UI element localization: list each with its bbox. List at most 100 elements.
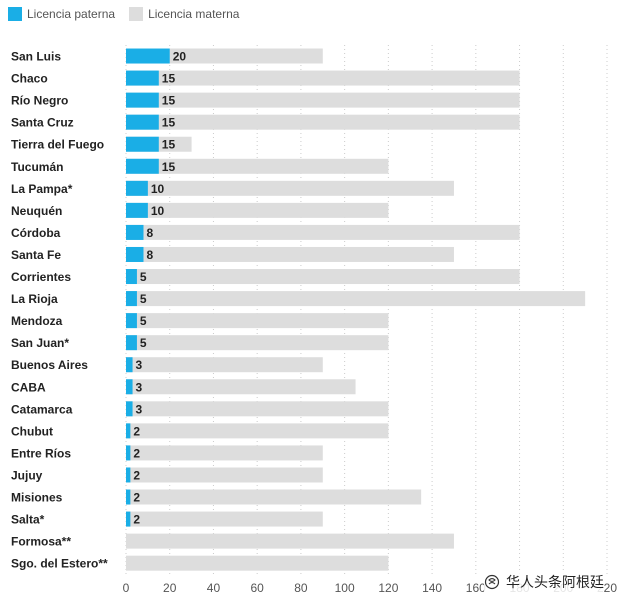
bar-materna (126, 489, 422, 505)
category-label: San Luis (11, 50, 61, 64)
bar-materna (126, 269, 520, 285)
bar-materna (126, 357, 323, 373)
value-label: 15 (162, 116, 176, 130)
category-label: Córdoba (11, 226, 61, 240)
bar-paterna (126, 70, 159, 86)
bar-materna (126, 555, 389, 571)
x-tick-label: 80 (294, 581, 308, 595)
x-tick-label: 40 (207, 581, 221, 595)
category-label: Entre Ríos (11, 446, 71, 460)
value-label: 15 (162, 160, 176, 174)
bar-materna (126, 180, 454, 196)
value-label: 2 (133, 446, 140, 460)
value-label: 2 (133, 424, 140, 438)
bar-materna (126, 511, 323, 527)
value-label: 10 (151, 204, 165, 218)
bar-paterna (126, 401, 133, 417)
bar-paterna (126, 379, 133, 395)
value-label: 3 (136, 402, 143, 416)
bar-materna (126, 467, 323, 483)
bar-paterna (126, 445, 131, 461)
bar-materna (126, 291, 586, 307)
x-tick-label: 60 (251, 581, 265, 595)
bar-paterna (126, 114, 159, 130)
x-tick-label: 100 (335, 581, 355, 595)
value-label: 15 (162, 72, 176, 86)
bar-paterna (126, 335, 137, 351)
scroll-icon (484, 574, 500, 590)
legend-label-paterna: Licencia paterna (27, 7, 116, 21)
bar-materna (126, 401, 389, 417)
category-label: Santa Fe (11, 248, 61, 262)
value-label: 10 (151, 182, 165, 196)
category-label: Tucumán (11, 160, 63, 174)
bar-materna (126, 48, 323, 64)
category-label: Formosa** (11, 535, 71, 549)
bar-paterna (126, 269, 137, 285)
bar-paterna (126, 224, 144, 240)
value-label: 2 (133, 491, 140, 505)
bar-paterna (126, 246, 144, 262)
bar-paterna (126, 423, 131, 439)
bar-materna (126, 313, 389, 329)
bar-materna (126, 423, 389, 439)
category-label: Santa Cruz (11, 116, 74, 130)
bar-materna (126, 246, 454, 262)
bar-materna (126, 445, 323, 461)
category-label: Jujuy (11, 468, 43, 482)
bar-paterna (126, 467, 131, 483)
bar-materna (126, 70, 520, 86)
bar-paterna (126, 313, 137, 329)
chart-legend: Licencia paterna Licencia materna (8, 7, 253, 21)
category-label: Mendoza (11, 314, 63, 328)
value-label: 5 (140, 336, 147, 350)
category-label: Corrientes (11, 270, 71, 284)
bar-materna (126, 92, 520, 108)
bar-paterna (126, 357, 133, 373)
x-tick-label: 120 (378, 581, 398, 595)
bar-paterna (126, 92, 159, 108)
value-label: 8 (146, 248, 153, 262)
value-label: 5 (140, 314, 147, 328)
bar-paterna (126, 511, 131, 527)
category-label: Buenos Aires (11, 358, 88, 372)
category-label: Chaco (11, 72, 48, 86)
category-label: CABA (11, 380, 46, 394)
category-label: La Rioja (11, 292, 58, 306)
bar-materna (126, 114, 520, 130)
value-label: 5 (140, 292, 147, 306)
bar-paterna (126, 291, 137, 307)
category-label: Tierra del Fuego (11, 138, 104, 152)
category-label: Río Negro (11, 94, 68, 108)
value-label: 8 (146, 226, 153, 240)
category-label: Neuquén (11, 204, 62, 218)
bar-paterna (126, 489, 131, 505)
bar-paterna (126, 158, 159, 174)
bar-paterna (126, 136, 159, 152)
legend-item-materna[interactable]: Licencia materna (129, 7, 239, 21)
value-label: 15 (162, 138, 176, 152)
legend-swatch-paterna (8, 7, 22, 21)
category-label: Catamarca (11, 402, 73, 416)
bar-materna (126, 533, 454, 549)
bar-materna (126, 379, 356, 395)
x-tick-label: 20 (163, 581, 177, 595)
bar-paterna (126, 48, 170, 64)
x-tick-label: 160 (466, 581, 486, 595)
value-label: 20 (173, 50, 187, 64)
value-label: 5 (140, 270, 147, 284)
value-label: 2 (133, 468, 140, 482)
category-label: Sgo. del Estero** (11, 557, 108, 571)
bar-materna (126, 158, 389, 174)
watermark-text: 华人头条阿根廷 (506, 574, 604, 590)
legend-item-paterna[interactable]: Licencia paterna (8, 7, 115, 21)
value-label: 2 (133, 513, 140, 527)
bar-materna (126, 202, 389, 218)
legend-label-materna: Licencia materna (148, 7, 240, 21)
legend-swatch-materna (129, 7, 144, 21)
x-tick-label: 0 (123, 581, 130, 595)
bar-materna (126, 335, 389, 351)
value-label: 15 (162, 94, 176, 108)
watermark: 华人头条阿根廷 (484, 572, 604, 592)
